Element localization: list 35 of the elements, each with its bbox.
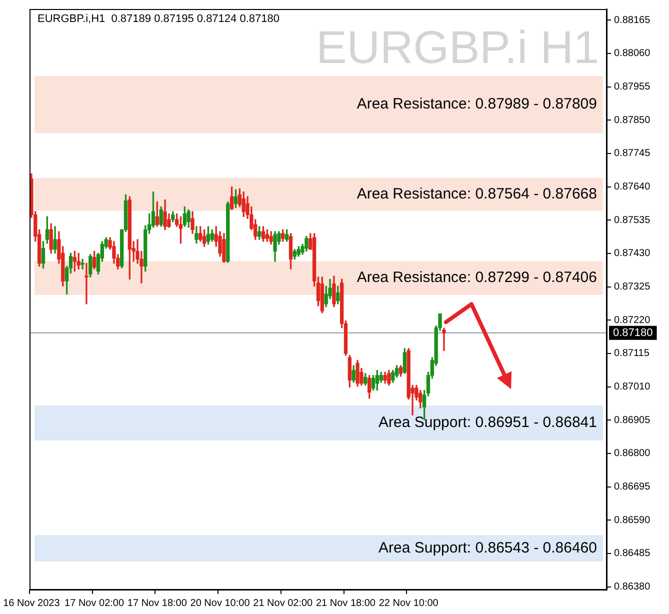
annotation: EURGBP.i,H1 0.87189 0.87195 0.87124 0.87180: [37, 13, 280, 26]
x-tick-label: 21 Nov 02:00: [253, 598, 314, 609]
band-label: Area Resistance: 0.87989 - 0.87809: [356, 96, 597, 113]
x-tick-label: 17 Nov 18:00: [127, 598, 188, 609]
y-tick-label: 0.86485: [614, 548, 651, 560]
y-tick-label: 0.88165: [614, 14, 651, 26]
band-label: Area Support: 0.86951 - 0.86841: [378, 414, 597, 432]
y-tick-label: 0.86905: [614, 414, 651, 426]
candlestick: [80, 258, 84, 270]
y-tick-label: 0.87850: [614, 114, 651, 126]
band-label: Area Resistance: 0.87564 - 0.87668: [356, 186, 597, 203]
y-tick-label: 0.87640: [614, 182, 651, 193]
y-tick-label: 0.86695: [614, 482, 651, 493]
y-tick-label: 0.87955: [614, 82, 651, 93]
y-tick-label: 0.86800: [614, 448, 651, 460]
y-tick-label: 0.88060: [614, 48, 651, 60]
y-tick-label: 0.87430: [614, 248, 651, 260]
ref-line-label: 0.87180: [613, 326, 653, 339]
y-tick-label: 0.87010: [614, 382, 651, 393]
x-tick-label: 20 Nov 10:00: [190, 598, 250, 609]
y-tick-label: 0.86380: [614, 582, 651, 593]
band-label: Area Support: 0.86543 - 0.86460: [378, 539, 597, 556]
y-tick-label: 0.86590: [614, 514, 651, 526]
x-tick-label: 21 Nov 18:00: [316, 598, 376, 609]
y-tick-label: 0.87745: [614, 148, 651, 160]
y-tick-label: 0.87220: [614, 314, 651, 326]
y-tick-label: 0.87115: [614, 348, 650, 360]
candlestick: [84, 262, 88, 304]
x-tick-label: 16 Nov 2023: [3, 598, 60, 609]
x-tick-label: 17 Nov 02:00: [64, 598, 124, 609]
band-label: Area Resistance: 0.87299 - 0.87406: [356, 269, 597, 286]
y-tick-label: 0.87535: [614, 214, 651, 226]
x-tick-label: 22 Nov 10:00: [378, 598, 439, 609]
y-tick-label: 0.87325: [614, 282, 651, 293]
candlestick: [442, 328, 446, 351]
